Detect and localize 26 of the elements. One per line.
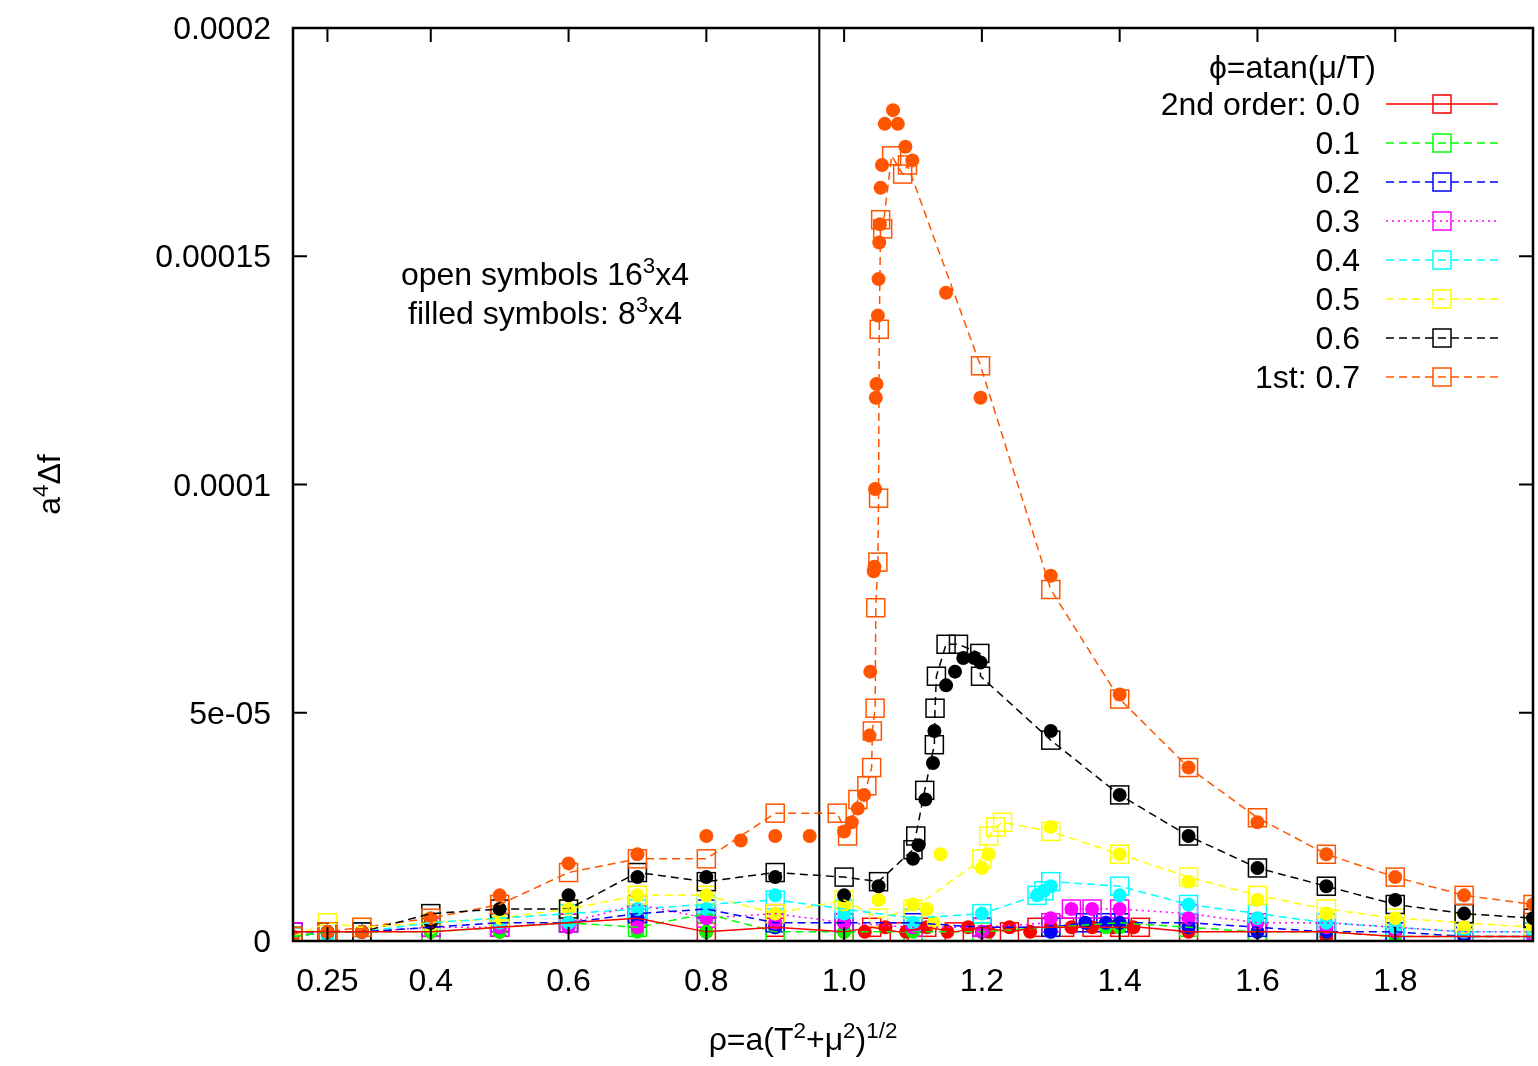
y-tick-label: 0.00015 <box>155 238 271 275</box>
legend-label: 0.6 <box>1315 320 1360 357</box>
legend-label: 0.5 <box>1315 281 1360 318</box>
legend-label: 1st: 0.7 <box>1255 359 1360 396</box>
annotation: open symbols 16$^{3}$x4 <box>400 252 690 292</box>
x-tick-label: 0.6 <box>546 962 591 998</box>
x-axis-title: ρ=a(T$^{2}$+μ$^{2}$)$^{1/2}$ <box>708 1017 898 1057</box>
y-tick-label: 5e-05 <box>189 694 271 731</box>
legend-title: ϕ=atan(μ/T) <box>1208 49 1376 85</box>
legend-label: 0.3 <box>1315 203 1360 240</box>
x-tick-label: 0.8 <box>684 962 729 998</box>
x-tick-label: 0.4 <box>408 962 454 998</box>
legend-label: 0.4 <box>1315 242 1360 279</box>
legend-label: 0.1 <box>1315 125 1360 162</box>
y-tick-label: 0.0002 <box>173 10 271 47</box>
x-tick-label: 1.4 <box>1097 962 1142 998</box>
x-tick-label: 1.2 <box>959 962 1005 998</box>
annotation: filled symbols: 8$^{3}$x4 <box>408 291 682 331</box>
legend-label: 2nd order: 0.0 <box>1160 86 1360 123</box>
x-tick-label: 1.6 <box>1235 962 1280 998</box>
y-tick-label: 0 <box>253 923 271 960</box>
y-tick-label: 0.0001 <box>173 466 271 503</box>
x-tick-label: 1.8 <box>1372 962 1418 998</box>
x-tick-label: 1.0 <box>821 962 867 998</box>
x-tick-label: 0.25 <box>296 962 359 998</box>
legend-label: 0.2 <box>1315 164 1360 201</box>
